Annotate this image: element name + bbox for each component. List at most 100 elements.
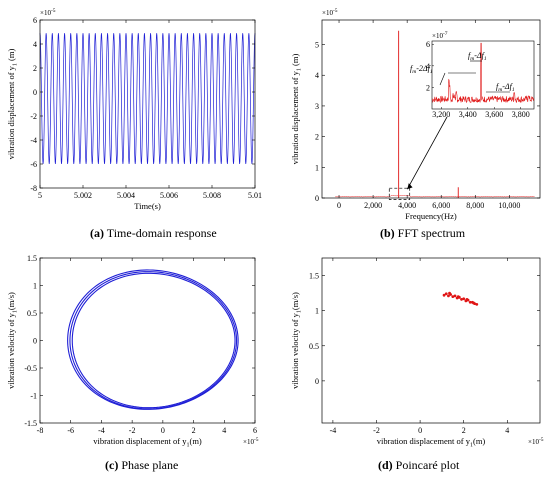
panel-c-orbit-0 — [67, 269, 239, 410]
caption-c-letter: (c) — [105, 458, 119, 472]
panel-c-x-tick-label: -6 — [67, 426, 74, 435]
panel-b-y-exponent: ×10-5 — [322, 8, 338, 17]
panel-d-x-exponent: ×10-5 — [528, 437, 544, 446]
panel-c-y-tick-label: -0.5 — [24, 364, 37, 373]
panel-a-y-tick-label: -2 — [30, 112, 37, 121]
panel-c-x-tick-label: -8 — [37, 426, 44, 435]
panel-a-x-tick-label: 5 — [38, 191, 42, 200]
panel-c-x-tick-label: 0 — [161, 426, 165, 435]
panel-b-x-tick-label: 10,000 — [498, 201, 520, 210]
panel-b-x-tick-label: 4,000 — [398, 201, 416, 210]
panel-d-point-16 — [448, 291, 451, 295]
panel-d-y-tick-label: 0 — [315, 377, 319, 386]
panel-c-y-axis-label: vibration velocity of y1(m/s) — [6, 292, 19, 389]
panel-b-inset-frame — [431, 40, 535, 110]
panel-a-x-tick-label: 5.006 — [160, 191, 178, 200]
panel-d-point-0 — [442, 293, 446, 297]
panel-d-point-17 — [456, 295, 460, 299]
panel-b-annotation-arrow-0 — [439, 72, 446, 86]
caption-b: (b) FFT spectrum — [380, 226, 465, 241]
panel-d-point-1 — [444, 292, 448, 296]
panel-a-y-axis-label: vibration displacement of y1 (m) — [6, 49, 19, 160]
panel-b-zoom-arrowhead — [407, 183, 413, 190]
panel-d-y-axis-label: vibration velocity of y1(m/s) — [290, 292, 303, 389]
panel-d-point-15 — [475, 302, 479, 306]
panel-c-y-tick-label: 0 — [33, 337, 37, 346]
panel-a-x-tick-label: 5.002 — [74, 191, 92, 200]
panel-a-time-domain: 5 5.002 5.004 5.006 5.008 5.01 -8 -6 -4 -2 0 2 4 6 Tim… — [6, 8, 262, 211]
caption-a-letter: (a) — [90, 226, 104, 240]
panel-a-axes-frame — [39, 19, 256, 189]
panel-c-x-exponent: ×10-5 — [243, 437, 259, 446]
panel-d-point-19 — [472, 301, 475, 305]
panel-b-zoom-arrow — [406, 116, 448, 190]
panel-c-x-tick-label: 4 — [222, 426, 226, 435]
panel-a-series-line — [39, 33, 256, 165]
panel-a-y-tick-label: -8 — [30, 184, 37, 193]
caption-c-text: Phase plane — [121, 458, 179, 472]
panel-b-annotation-1: fm-Δf1 — [468, 51, 487, 62]
panel-b-y-axis-label: vibration displacement of y1 (m) — [290, 54, 303, 165]
panel-c-x-tick-label: 6 — [253, 426, 257, 435]
panel-b-inset-x-tick-label: 3,800 — [512, 110, 530, 119]
panel-c-x-tick-label: -4 — [98, 426, 105, 435]
caption-a-text: Time-domain response — [106, 226, 217, 240]
panel-b-inset-y-tick-label: 4 — [426, 62, 430, 71]
caption-d-text: Poincaré plot — [395, 458, 460, 472]
panel-d-x-tick-label: 2 — [462, 426, 466, 435]
panel-a-y-tick-label: -4 — [30, 136, 37, 145]
panel-d-x-tick-label: -4 — [330, 426, 337, 435]
panel-d-point-9 — [462, 297, 466, 301]
panel-d-y-tick-label: 1.5 — [309, 272, 319, 281]
panel-b-x-axis-label: Frequency(Hz) — [405, 211, 457, 221]
panel-b-inset-series — [431, 42, 535, 104]
panel-d-point-12 — [468, 300, 472, 304]
panel-a-x-tick-label: 5.004 — [117, 191, 135, 200]
panel-b-inset-y-tick-label: 2 — [426, 83, 430, 92]
panel-b-y-tick-label: 5 — [315, 41, 319, 50]
panel-b-noise-floor — [335, 195, 535, 198]
panel-b-y-tick-label: 2 — [315, 133, 319, 142]
panel-c-phase-plane: -8 -6 -4 -2 0 2 4 6 -1.5 -1 -0.5 0 0.5 1 1.5 vibration … — [6, 254, 259, 449]
caption-b-text: FFT spectrum — [397, 226, 466, 240]
panel-c-x-axis-label: vibration displacement of y1(m) — [93, 436, 202, 449]
panel-b-y-tick-label: 0 — [315, 194, 319, 203]
panel-b-inset-x-tick-label: 3,600 — [485, 110, 503, 119]
panel-d-x-tick-label: 0 — [418, 426, 422, 435]
panel-b-inset-x-tick-label: 3,200 — [432, 110, 450, 119]
panel-a-y-tick-label: 2 — [33, 64, 37, 73]
caption-b-letter: (b) — [380, 226, 395, 240]
panel-d-y-tick-label: 0.5 — [309, 342, 319, 351]
panel-c-y-tick-label: 1 — [33, 282, 37, 291]
panel-b-x-tick-label: 8,000 — [466, 201, 484, 210]
panel-c-x-tick-label: 2 — [192, 426, 196, 435]
panel-c-x-tick-label: -2 — [129, 426, 136, 435]
panel-a-x-axis-label: Time(s) — [134, 201, 161, 211]
panel-a-y-tick-label: 4 — [33, 40, 37, 49]
panel-b-annotation-2: fm-Δf1 — [496, 82, 515, 93]
panel-d-point-2 — [447, 294, 450, 298]
panel-a-y-tick-label: 0 — [33, 88, 37, 97]
panel-b-x-tick-label: 0 — [337, 201, 341, 210]
panel-a-y-exponent: ×10-5 — [40, 8, 56, 17]
panel-b-y-tick-label: 4 — [315, 71, 319, 80]
panel-d-point-5 — [453, 294, 457, 298]
caption-c: (c) Phase plane — [105, 458, 178, 473]
caption-a: (a) Time-domain response — [90, 226, 217, 241]
panel-d-poincare-plot: -4 -2 0 2 4 0 0.5 1 1.5 vibration displacement of… — [290, 257, 544, 449]
caption-d: (d) Poincaré plot — [378, 458, 459, 473]
panel-b-inset-y-exponent: ×10-7 — [432, 31, 448, 40]
panel-c-y-tick-label: 0.5 — [27, 309, 37, 318]
panel-b-x-tick-label: 2,000 — [364, 201, 382, 210]
panel-c-y-tick-label: 1.5 — [27, 254, 37, 263]
panel-b-inset-x-tick-label: 3,400 — [459, 110, 477, 119]
panel-d-point-8 — [460, 298, 463, 301]
panel-d-x-axis-label: vibration displacement of y1(m) — [377, 436, 486, 449]
caption-d-letter: (d) — [378, 458, 393, 472]
panel-d-point-18 — [465, 298, 469, 301]
panel-d-x-tick-label: -2 — [373, 426, 380, 435]
panel-d-x-tick-label: 4 — [505, 426, 509, 435]
panel-a-y-tick-label: 6 — [33, 16, 37, 25]
panel-c-orbit-2 — [69, 271, 238, 410]
panel-b-y-tick-label: 1 — [315, 163, 319, 172]
